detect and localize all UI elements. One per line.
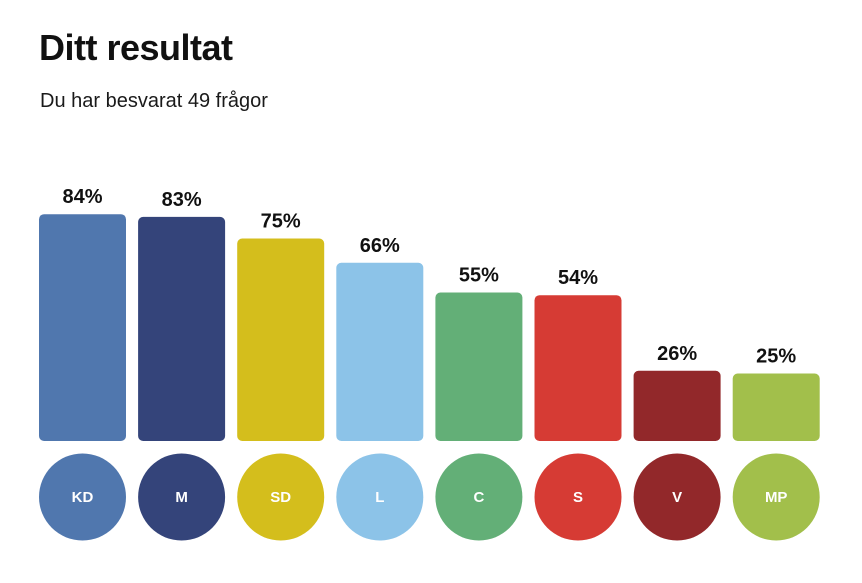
party-label-m: M [175,489,188,506]
value-label-mp: 25% [756,346,796,368]
party-label-kd: KD [72,489,94,506]
party-badge-mp [732,453,820,541]
party-badge-c [435,453,523,541]
bar-c [435,292,523,441]
bars-layer [39,214,820,441]
party-label-c: C [473,489,484,506]
page-subtitle: Du har besvarat 49 frågor [40,90,268,112]
party-badge-m [138,453,226,541]
value-labels-layer: 84% 83% 75% 66% 55% 54% 26% 25% [62,186,796,367]
bar-s [534,295,622,441]
bar-sd [237,238,325,441]
party-badge-l [336,453,424,541]
party-badge-v [633,453,721,541]
party-label-mp: MP [765,489,788,506]
bar-l [336,262,424,441]
bar-kd [39,214,126,441]
party-badges-layer: KD M SD L C S V MP [39,453,820,541]
page-title: Ditt resultat [39,27,233,68]
bar-mp [732,373,820,441]
value-label-v: 26% [657,343,697,365]
value-label-l: 66% [360,235,400,257]
party-label-sd: SD [270,489,291,506]
bar-v [633,370,721,441]
value-label-s: 54% [558,267,598,289]
party-label-s: S [573,489,583,506]
value-label-kd: 84% [62,186,102,208]
party-badge-sd [237,453,325,541]
value-label-c: 55% [459,265,499,287]
party-badge-kd [39,453,126,541]
value-label-m: 83% [162,189,202,211]
value-label-sd: 75% [261,211,301,233]
party-badge-s [534,453,622,541]
bar-m [138,216,226,441]
party-label-v: V [672,489,682,506]
party-label-l: L [375,489,384,506]
